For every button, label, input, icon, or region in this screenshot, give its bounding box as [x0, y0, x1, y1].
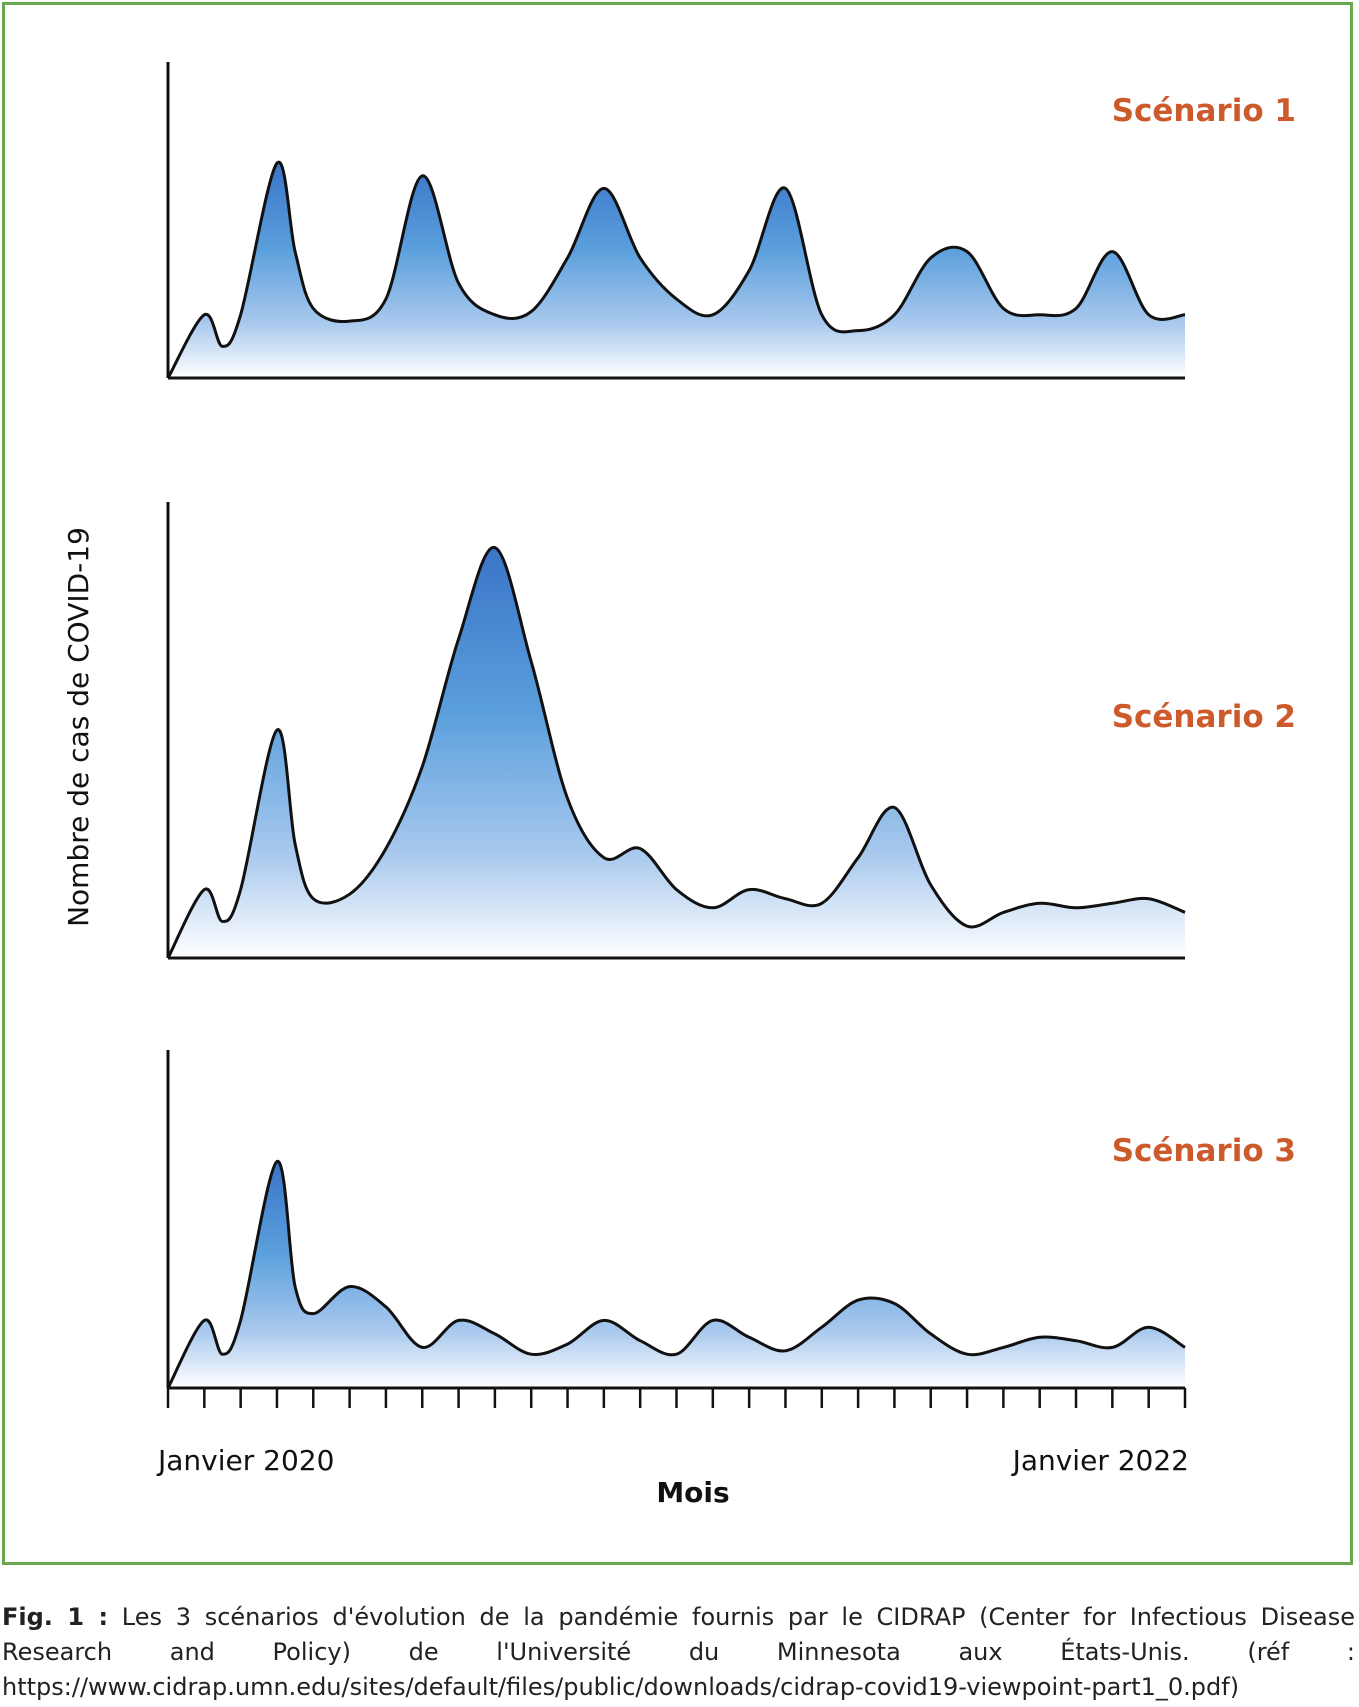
scenario-1-title: Scénario 1	[1112, 93, 1296, 129]
x-axis-label: Mois	[656, 1476, 729, 1509]
scenario-3-line	[166, 1159, 1186, 1389]
y-axis-label: Nombre de cas de COVID-19	[62, 527, 95, 927]
scenario-panel-2: Scénario 2	[166, 502, 1296, 960]
x-start-label: Janvier 2020	[156, 1444, 334, 1477]
figure-caption: Fig. 1 : Les 3 scénarios d'évolution de …	[2, 1600, 1355, 1705]
scenario-2-title: Scénario 2	[1112, 699, 1296, 735]
scenario-1-line	[166, 160, 1186, 379]
scenario-panel-3: Scénario 3	[166, 1050, 1296, 1408]
scenario-1-area	[168, 162, 1185, 378]
x-end-label: Janvier 2022	[1011, 1444, 1189, 1477]
caption-label: Fig. 1 :	[2, 1603, 109, 1631]
scenario-2-line	[166, 546, 1186, 959]
covid-scenarios-chart: Scénario 1 Scénario 2 Scénario 3 Janvier 2…	[62, 62, 1296, 1509]
figure-frame	[2, 2, 1353, 1565]
scenario-3-title: Scénario 3	[1112, 1133, 1296, 1169]
scenario-2-area	[168, 547, 1185, 958]
scenario-panel-1: Scénario 1	[166, 62, 1296, 380]
caption-text: Les 3 scénarios d'évolution de la pandém…	[2, 1603, 1355, 1701]
